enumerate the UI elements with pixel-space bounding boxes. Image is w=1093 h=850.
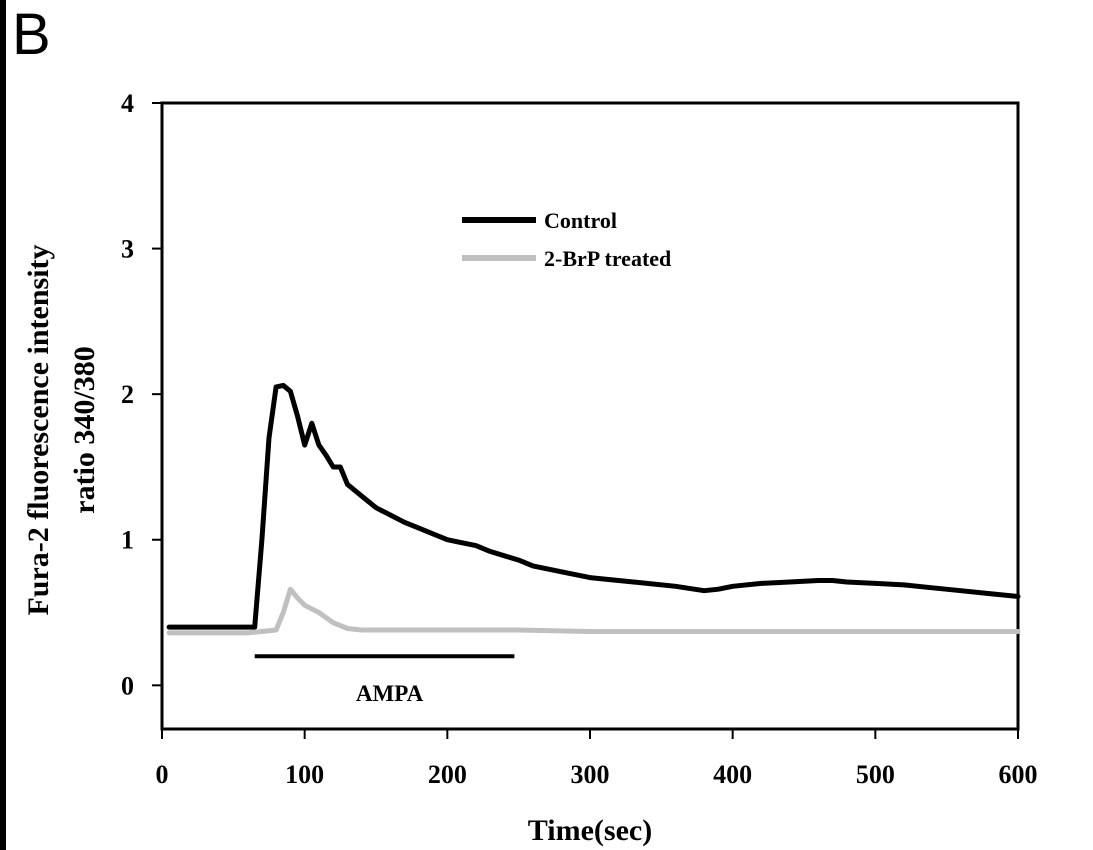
annotation-label-ampa: AMPA (356, 681, 424, 706)
x-tick-label: 100 (285, 760, 324, 789)
x-tick-label: 200 (428, 760, 467, 789)
x-axis-title: Time(sec) (528, 814, 652, 847)
series-layer (166, 382, 1021, 636)
y-tick-label: 3 (121, 235, 134, 264)
panel-label: B (12, 2, 51, 67)
x-tick-label: 400 (713, 760, 752, 789)
series-line-2-brp-treated (166, 586, 1021, 636)
y-axis-title-line1: Fura-2 fluorescence intensity (22, 244, 55, 615)
y-tick-label: 1 (121, 526, 134, 555)
legend: Control 2-BrP treated (462, 208, 671, 271)
left-border-rule (0, 0, 6, 850)
x-tick-label: 600 (999, 760, 1038, 789)
annotation-layer: AMPA (254, 654, 515, 706)
y-tick-label: 2 (121, 380, 134, 409)
x-tick-label: 300 (571, 760, 610, 789)
axis-ticks: 0 100 200 300 400 500 600 0 1 2 3 4 (121, 89, 1038, 789)
plot-frame (160, 101, 1020, 731)
y-tick-label: 4 (121, 89, 134, 118)
legend-label-control: Control (544, 208, 617, 233)
y-tick-label: 0 (121, 671, 134, 700)
x-tick-label: 0 (156, 760, 169, 789)
legend-label-2brp: 2-BrP treated (544, 246, 671, 271)
series-line-control (166, 382, 1021, 630)
x-tick-label: 500 (856, 760, 895, 789)
y-axis-title-line2: ratio 340/380 (68, 346, 101, 513)
y-axis-title: Fura-2 fluorescence intensity ratio 340/… (22, 244, 101, 615)
